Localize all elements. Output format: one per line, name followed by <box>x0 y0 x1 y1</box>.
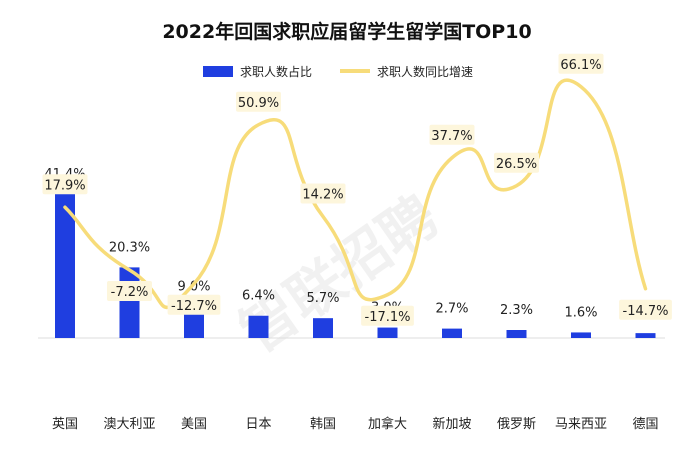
bar <box>571 332 591 338</box>
bar-value-label: 1.6% <box>564 305 597 320</box>
growth-value-label: 66.1% <box>560 58 601 73</box>
legend-bar-swatch <box>203 66 233 77</box>
growth-value-label: 26.5% <box>496 157 537 172</box>
growth-label-box <box>494 152 539 173</box>
growth-value-label: -7.2% <box>111 285 149 300</box>
bar-value-label: 2.7% <box>435 302 468 317</box>
growth-label-box <box>236 91 281 112</box>
legend: 求职人数占比 求职人数同比增速 <box>203 64 473 79</box>
legend-line-label: 求职人数同比增速 <box>377 64 473 79</box>
category-label: 俄罗斯 <box>497 417 536 432</box>
bar <box>442 328 462 338</box>
bar <box>635 333 656 338</box>
bar <box>377 327 398 338</box>
bar-value-label: 5.7% <box>306 291 339 306</box>
growth-label-box <box>619 299 672 320</box>
bar-value-label: 2.3% <box>500 303 533 318</box>
growth-label-box <box>361 305 414 326</box>
growth-value-label: 37.7% <box>431 129 472 144</box>
growth-label-box <box>558 53 604 74</box>
growth-labels: 17.9% -7.2% -12.7% 50.9% 14.2% -17.1% 37.7% 26.… <box>42 53 672 326</box>
category-label: 加拿大 <box>368 416 407 432</box>
growth-label-box <box>300 183 346 204</box>
bar <box>248 315 269 338</box>
bar-value-label: 6.4% <box>242 289 275 304</box>
category-labels: 英国 澳大利亚 美国 日本 韩国 加拿大 新加坡 俄罗斯 马来西亚 德国 <box>52 416 659 432</box>
growth-value-label: -12.7% <box>171 299 217 314</box>
growth-label-box <box>429 124 475 145</box>
category-label: 美国 <box>181 417 207 432</box>
bar <box>55 194 75 338</box>
chart-title: 2022年回国求职应届留学生留学国TOP10 <box>162 20 531 43</box>
bar <box>506 330 527 338</box>
bar <box>313 318 333 338</box>
legend-bar-label: 求职人数占比 <box>240 64 312 79</box>
bar-series <box>55 194 656 338</box>
category-label: 德国 <box>632 417 658 432</box>
growth-value-label: 50.9% <box>238 96 279 111</box>
growth-label-box <box>42 174 88 195</box>
category-label: 韩国 <box>310 417 336 432</box>
category-label: 英国 <box>52 417 78 432</box>
growth-value-label: 14.2% <box>302 188 343 203</box>
growth-value-label: 17.9% <box>44 178 85 193</box>
growth-label-box <box>167 294 221 315</box>
growth-value-label: -17.1% <box>365 310 411 325</box>
category-label: 日本 <box>245 417 271 432</box>
growth-value-label: -14.7% <box>623 304 669 319</box>
growth-label-box <box>107 281 152 301</box>
category-label: 澳大利亚 <box>103 416 155 432</box>
bar <box>119 267 140 338</box>
category-label: 新加坡 <box>432 416 471 432</box>
category-label: 马来西亚 <box>555 417 607 432</box>
bar-value-label: 20.3% <box>109 240 150 255</box>
